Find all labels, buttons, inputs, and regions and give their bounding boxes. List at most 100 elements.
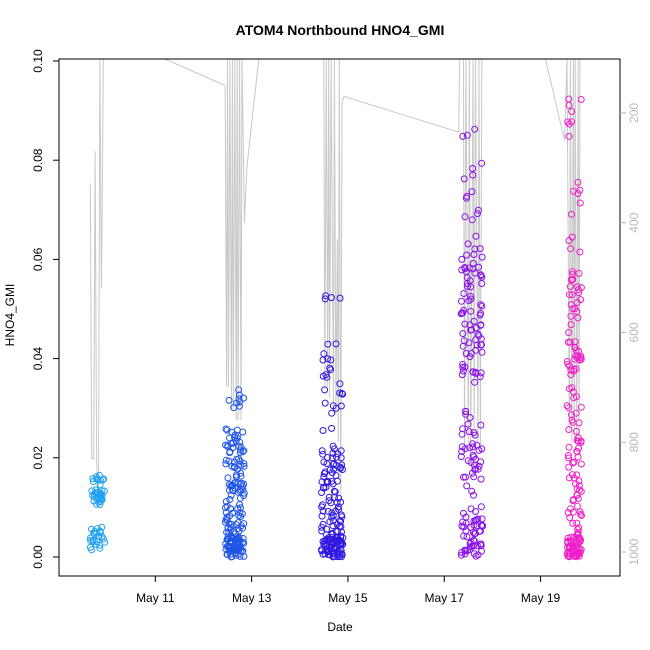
y-tick-label: 0.02 (31, 446, 45, 470)
data-point (239, 448, 247, 456)
data-point (577, 460, 585, 468)
data-point (477, 369, 485, 377)
data-point (239, 535, 247, 542)
data-point (577, 536, 584, 544)
data-point (576, 486, 583, 494)
y-tick-label: 0.00 (31, 545, 45, 569)
data-point (567, 371, 575, 379)
data-point (575, 477, 583, 485)
data-point (469, 165, 477, 172)
data-point (466, 546, 474, 553)
data-point (324, 355, 332, 363)
data-point (226, 526, 234, 534)
data-point (228, 481, 236, 489)
data-point (563, 402, 571, 410)
data-point (240, 394, 248, 402)
data-point (459, 132, 467, 140)
data-point (227, 523, 235, 531)
data-point (574, 551, 581, 559)
data-point (457, 453, 465, 461)
data-point (464, 420, 472, 428)
data-point (235, 534, 243, 542)
data-point (565, 404, 573, 412)
data-point (478, 348, 486, 356)
data-point (333, 533, 341, 541)
data-point (567, 301, 575, 309)
data-point (322, 371, 330, 379)
data-point (569, 519, 577, 527)
data-point (574, 530, 582, 538)
data-point (321, 468, 329, 476)
data-point (240, 480, 248, 488)
x-tick-label: May 11 (136, 591, 175, 605)
data-point (472, 232, 480, 240)
data-point (573, 447, 581, 455)
data-point (573, 531, 581, 539)
data-point (463, 482, 471, 490)
data-point (565, 385, 573, 393)
x-axis-label: Date (327, 620, 353, 634)
data-point (477, 321, 485, 329)
data-point (576, 356, 584, 364)
data-point (464, 283, 471, 290)
data-point (565, 120, 573, 128)
data-point (328, 539, 336, 547)
data-point (329, 402, 337, 410)
data-point (237, 504, 244, 512)
data-point (225, 396, 233, 404)
data-point (469, 451, 477, 459)
data-point (224, 532, 232, 540)
data-point (573, 393, 580, 401)
data-point (329, 522, 337, 530)
data-point (337, 523, 345, 531)
data-point (470, 550, 478, 558)
data-point (328, 409, 336, 417)
data-point (468, 216, 476, 224)
data-point (477, 272, 485, 280)
data-point (467, 292, 475, 300)
data-point (477, 341, 485, 349)
data-point (477, 475, 485, 483)
data-point (239, 428, 247, 436)
data-point (336, 380, 344, 388)
y-tick-label: 0.06 (31, 247, 45, 271)
data-point (322, 546, 330, 554)
data-point (338, 513, 346, 521)
data-point (458, 371, 466, 379)
data-point (337, 498, 345, 506)
data-point (476, 540, 484, 548)
data-point (572, 409, 580, 417)
data-point (574, 190, 582, 198)
data-point (466, 277, 474, 285)
data-point (321, 399, 329, 407)
data-point (101, 538, 109, 546)
data-point (328, 477, 336, 485)
data-point (325, 493, 333, 501)
data-point (320, 350, 328, 358)
data-point (574, 495, 582, 502)
data-point (461, 546, 469, 554)
y2-tick-label: 1000 (627, 538, 641, 565)
data-point (565, 443, 573, 451)
data-point (468, 188, 476, 196)
data-point (462, 407, 470, 415)
data-point (333, 453, 340, 461)
data-point (458, 443, 466, 451)
data-point (469, 368, 477, 376)
data-point (461, 264, 469, 271)
data-point (567, 321, 575, 329)
data-point (322, 536, 330, 544)
data-point (98, 523, 106, 531)
data-point (231, 530, 239, 538)
data-point (240, 492, 248, 500)
data-point (570, 458, 578, 466)
data-point (330, 487, 338, 495)
data-point (337, 454, 345, 462)
data-point (236, 398, 244, 406)
data-point (467, 307, 475, 315)
data-point (477, 301, 485, 309)
data-point (328, 529, 336, 537)
data-point (97, 528, 104, 536)
data-point (225, 457, 233, 465)
data-point (339, 540, 347, 548)
